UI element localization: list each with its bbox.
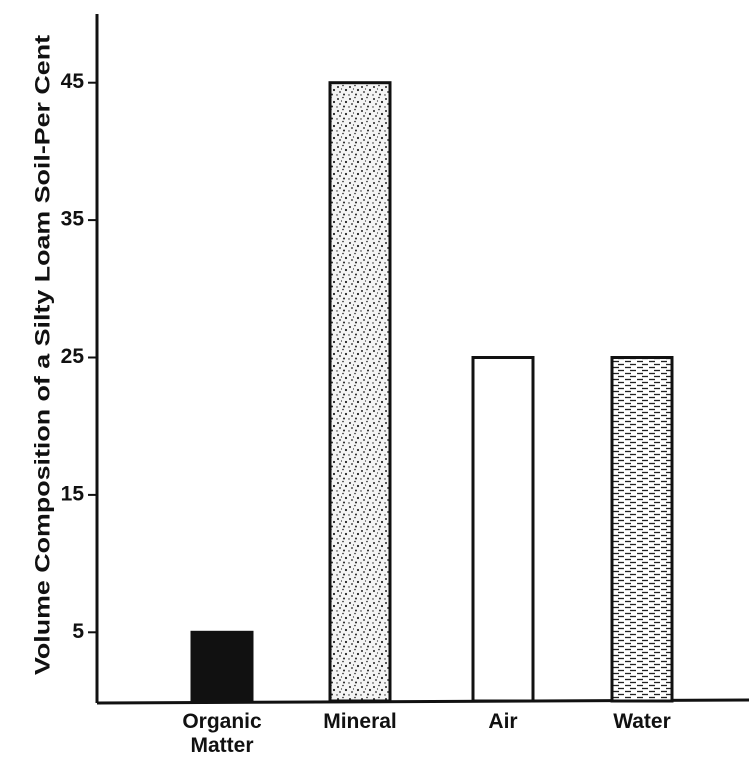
bar (328, 81, 392, 703)
x-tick-label: Organic Matter (182, 710, 262, 757)
y-tick-label: 5 (72, 620, 84, 643)
x-tick-label: Air (488, 710, 518, 733)
y-tick-label: 25 (61, 345, 85, 368)
y-axis-label: Volume Composition of a Silty Loam Soil-… (32, 35, 55, 675)
y-tick-label: 15 (61, 482, 85, 505)
bar (610, 356, 674, 703)
bar (190, 630, 254, 703)
y-tick-label: 35 (61, 208, 85, 231)
x-tick-label: Mineral (323, 710, 397, 733)
bar (471, 356, 535, 703)
y-tick-label: 45 (61, 70, 85, 93)
x-tick-label: Water (613, 710, 671, 733)
